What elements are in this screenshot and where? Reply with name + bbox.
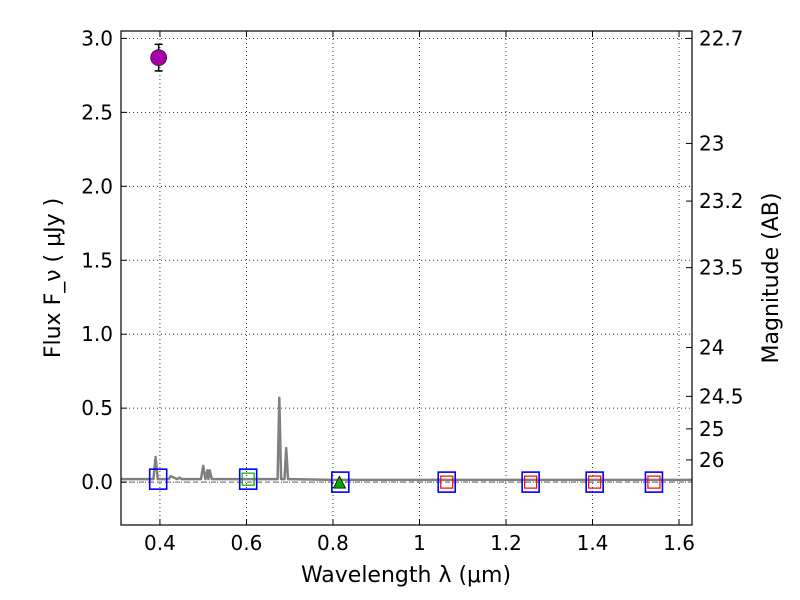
y-tick-label: 0.5 [81,396,113,420]
right-tick-label: 24.5 [699,384,744,408]
ticks-layer: 0.4 0.6 0.8 1 1.2 1.4 1.6 0.0 0.5 1.0 1.5 2.0 2.5 3.0… [81,26,743,555]
model-photometry-box [437,471,457,493]
plot-frame [120,30,693,526]
detection-point [150,49,167,66]
y-tick-label: 2.0 [81,174,113,198]
x-tick-label: 1 [413,531,426,555]
model-photometry-box [521,471,540,493]
y-tick-label: 0.0 [81,470,113,494]
upper-limit-triangle [332,475,347,489]
right-tick-label: 26 [699,448,724,472]
y-tick-label: 2.5 [81,100,113,124]
right-tick-label: 23.2 [699,189,744,213]
right-tick-label: 23.5 [699,256,744,280]
upper-limit-box [241,472,255,486]
upper-limit-box [588,475,602,489]
x-tick-label: 0.8 [317,531,349,555]
upper-limit-box [524,475,538,489]
x-tick-label: 0.6 [231,531,263,555]
x-tick-label: 0.4 [144,531,176,555]
x-tick-label: 1.2 [490,531,522,555]
upper-limit-box [440,475,454,489]
right-tick-label: 22.7 [699,26,744,50]
model-spectrum-line [121,396,692,482]
x-axis-label: Wavelength λ (μm) [301,563,511,588]
x-tick-label: 1.4 [577,531,609,555]
y-tick-label: 3.0 [81,26,113,50]
model-photometry-box [331,471,350,493]
series-layer [121,43,692,493]
model-photometry-box [148,468,168,490]
right-axis-label: Magnitude (AB) [759,193,784,364]
grid [121,31,692,525]
right-tick-label: 25 [699,417,724,441]
y-tick-label: 1.0 [81,322,113,346]
y-axis-label: Flux F_ν ( μJy ) [41,198,66,358]
upper-limit-box [647,475,661,489]
model-photometry-box [238,468,258,490]
model-photometry-box [585,471,604,493]
right-tick-label: 24 [699,336,724,360]
model-photometry-box [644,471,664,493]
x-tick-label: 1.6 [663,531,695,555]
y-tick-label: 1.5 [81,248,113,272]
right-tick-label: 23 [699,131,724,155]
